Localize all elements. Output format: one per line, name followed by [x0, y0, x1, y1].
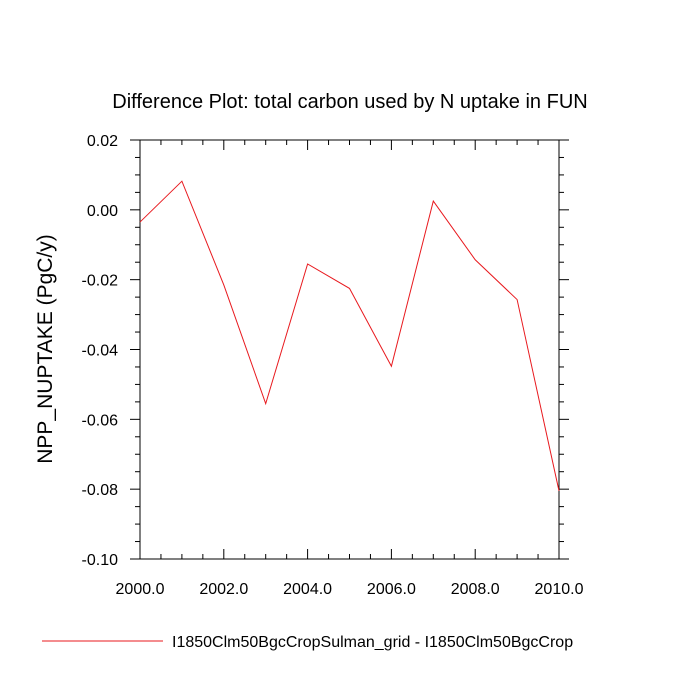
legend-label: I1850Clm50BgcCropSulman_grid - I1850Clm5… [172, 634, 573, 651]
y-tick-label: -0.06 [82, 412, 119, 429]
y-tick-label: -0.02 [82, 273, 119, 290]
series-line [139, 180, 560, 492]
x-tick-label: 2008.0 [451, 581, 500, 598]
y-tick-label: 0.02 [87, 133, 118, 150]
ticks-layer: 2000.0 2002.0 2004.0 2006.0 2008.0 2010.0 0.02… [82, 133, 584, 598]
plot-frame [139, 139, 560, 560]
chart-title: Difference Plot: total carbon used by N … [112, 91, 587, 113]
legend: I1850Clm50BgcCropSulman_grid - I1850Clm5… [42, 634, 573, 651]
x-tick-label: 2000.0 [116, 581, 165, 598]
y-tick-label: -0.04 [82, 343, 119, 360]
x-tick-label: 2010.0 [535, 581, 584, 598]
x-tick-label: 2006.0 [367, 581, 416, 598]
y-tick-label: -0.08 [82, 482, 119, 499]
y-axis-label: NPP_NUPTAKE (PgC/y) [34, 234, 57, 464]
series-layer [139, 180, 560, 492]
y-tick-label: -0.10 [82, 552, 119, 569]
x-tick-label: 2002.0 [199, 581, 248, 598]
x-tick-label: 2004.0 [283, 581, 332, 598]
y-tick-label: 0.00 [87, 203, 118, 220]
